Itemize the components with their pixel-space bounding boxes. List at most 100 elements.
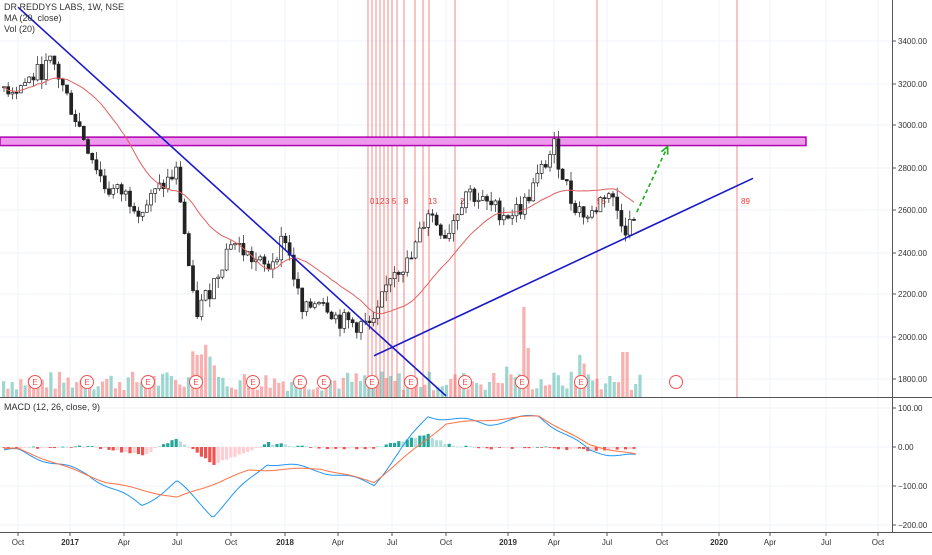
candle-body[interactable]	[102, 175, 107, 190]
candle-body[interactable]	[531, 182, 536, 202]
moving-average-line[interactable]	[3, 77, 635, 315]
candle-body[interactable]	[39, 64, 44, 80]
candle-body[interactable]	[207, 290, 212, 300]
candle-body[interactable]	[489, 200, 494, 206]
macd-line[interactable]	[3, 414, 637, 518]
candle-body[interactable]	[212, 278, 216, 300]
candle-body[interactable]	[60, 78, 65, 86]
candle-body[interactable]	[359, 321, 363, 333]
candle-body[interactable]	[518, 204, 523, 215]
candle-body[interactable]	[186, 233, 191, 267]
candle-body[interactable]	[514, 204, 519, 217]
candle-body[interactable]	[77, 121, 82, 127]
candle-body[interactable]	[426, 213, 431, 228]
candle-body[interactable]	[396, 272, 401, 275]
downtrend-line[interactable]	[17, 6, 447, 397]
candle-body[interactable]	[14, 92, 19, 94]
candle-body[interactable]	[380, 291, 384, 308]
candle-body[interactable]	[308, 301, 313, 308]
candle-body[interactable]	[90, 152, 95, 161]
candle-body[interactable]	[115, 184, 120, 189]
candle-body[interactable]	[165, 176, 170, 189]
candle-body[interactable]	[590, 210, 594, 218]
candle-body[interactable]	[585, 216, 590, 219]
candle-body[interactable]	[35, 64, 40, 81]
candle-body[interactable]	[632, 219, 636, 221]
candle-body[interactable]	[119, 184, 124, 195]
uptrend-line[interactable]	[373, 177, 754, 357]
candle-body[interactable]	[392, 272, 397, 280]
symbol-label[interactable]: DR REDDYS LABS, 1W, NSE	[4, 2, 125, 12]
candle-body[interactable]	[602, 197, 607, 200]
candle-body[interactable]	[312, 303, 317, 308]
projection-arrow-line[interactable]	[636, 146, 669, 213]
candle-body[interactable]	[178, 166, 183, 203]
candle-body[interactable]	[443, 234, 447, 239]
candle-body[interactable]	[199, 299, 204, 318]
candle-body[interactable]	[338, 314, 342, 329]
candle-body[interactable]	[191, 265, 195, 291]
candle-body[interactable]	[69, 92, 74, 115]
candle-body[interactable]	[401, 271, 405, 275]
candle-body[interactable]	[111, 188, 116, 195]
candle-body[interactable]	[300, 287, 305, 313]
event-marker[interactable]	[404, 375, 418, 389]
candle-body[interactable]	[581, 206, 586, 218]
candle-body[interactable]	[522, 196, 527, 215]
macd-label[interactable]: MACD (12, 26, close, 9)	[4, 402, 101, 412]
candle-body[interactable]	[44, 60, 48, 80]
event-marker[interactable]	[293, 375, 307, 389]
event-marker[interactable]	[141, 375, 155, 389]
candle-body[interactable]	[81, 126, 86, 140]
candle-body[interactable]	[539, 164, 544, 174]
candle-body[interactable]	[371, 318, 376, 323]
candle-body[interactable]	[287, 242, 292, 256]
candle-body[interactable]	[98, 169, 103, 177]
event-marker[interactable]	[458, 375, 472, 389]
candle-body[interactable]	[468, 188, 473, 193]
candle-body[interactable]	[535, 172, 540, 184]
event-marker[interactable]	[317, 375, 331, 389]
candle-body[interactable]	[422, 227, 426, 229]
candle-body[interactable]	[417, 227, 422, 243]
candle-body[interactable]	[283, 235, 288, 244]
candle-body[interactable]	[472, 188, 477, 202]
candle-body[interactable]	[228, 244, 233, 250]
candle-body[interactable]	[296, 278, 300, 289]
ma-label[interactable]: MA (20, close)	[4, 13, 62, 23]
candle-body[interactable]	[182, 201, 187, 234]
candle-body[interactable]	[493, 200, 498, 206]
candle-body[interactable]	[569, 180, 573, 204]
candle-body[interactable]	[144, 204, 149, 213]
candle-body[interactable]	[409, 257, 414, 260]
candle-body[interactable]	[573, 203, 578, 213]
candle-body[interactable]	[65, 84, 69, 94]
candle-body[interactable]	[291, 254, 296, 280]
candle-body[interactable]	[413, 241, 418, 259]
candle-body[interactable]	[623, 225, 628, 236]
event-marker[interactable]	[189, 375, 203, 389]
candle-body[interactable]	[73, 114, 78, 123]
candle-body[interactable]	[132, 206, 137, 212]
candle-body[interactable]	[195, 290, 200, 318]
candle-body[interactable]	[140, 211, 145, 217]
candle-body[interactable]	[611, 193, 615, 198]
candle-body[interactable]	[480, 196, 485, 201]
candle-body[interactable]	[262, 256, 267, 265]
candle-body[interactable]	[615, 196, 620, 211]
candle-body[interactable]	[354, 322, 359, 333]
event-marker[interactable]	[574, 375, 588, 389]
candle-body[interactable]	[149, 193, 153, 206]
candle-body[interactable]	[333, 314, 338, 320]
candle-body[interactable]	[52, 55, 57, 65]
volume-label[interactable]: Vol (20)	[4, 24, 36, 34]
candle-body[interactable]	[434, 214, 439, 226]
candle-body[interactable]	[627, 219, 632, 236]
candle-body[interactable]	[107, 188, 111, 195]
candle-body[interactable]	[94, 159, 99, 171]
event-marker[interactable]	[365, 375, 379, 389]
candle-body[interactable]	[497, 200, 502, 221]
candle-body[interactable]	[258, 256, 263, 261]
candle-body[interactable]	[560, 168, 565, 180]
candle-body[interactable]	[216, 276, 221, 279]
